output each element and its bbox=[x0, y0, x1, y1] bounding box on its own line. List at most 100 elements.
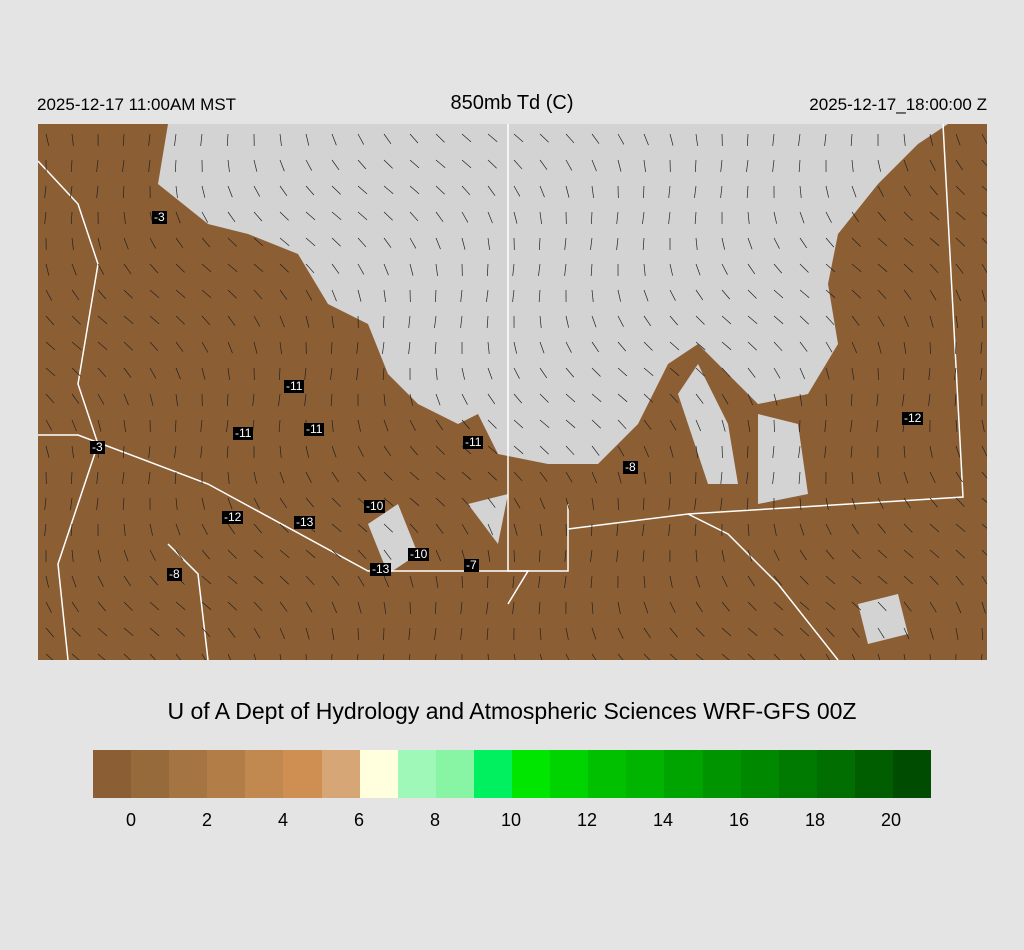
wind-barb bbox=[747, 419, 751, 432]
wind-barb bbox=[617, 419, 627, 430]
wind-barb bbox=[148, 445, 151, 458]
wind-barb bbox=[773, 289, 784, 299]
wind-barb bbox=[331, 159, 340, 170]
wind-barb bbox=[227, 549, 237, 559]
wind-barb bbox=[70, 211, 73, 224]
wind-barb bbox=[149, 601, 160, 611]
colorbar-bin-8 bbox=[397, 750, 436, 798]
wind-barb bbox=[617, 367, 628, 377]
wind-barb bbox=[227, 315, 236, 326]
wind-barb bbox=[642, 211, 645, 224]
wind-barb bbox=[512, 263, 515, 276]
wind-barb bbox=[513, 211, 518, 224]
wind-barb bbox=[149, 289, 160, 299]
wind-barb bbox=[383, 601, 387, 614]
wind-barb bbox=[45, 263, 50, 276]
wind-barb bbox=[175, 315, 185, 325]
wind-barb bbox=[721, 237, 725, 250]
wind-barb bbox=[669, 627, 678, 638]
wind-barb bbox=[305, 549, 316, 559]
wind-barb bbox=[616, 523, 619, 536]
wind-barb bbox=[643, 497, 645, 511]
colorbar-bin-13 bbox=[588, 750, 627, 798]
wind-barb bbox=[71, 445, 74, 458]
wind-barb bbox=[97, 341, 108, 351]
wind-barb bbox=[45, 627, 55, 638]
wind-barb bbox=[409, 601, 411, 615]
wind-barb bbox=[695, 367, 705, 377]
wind-barb bbox=[383, 263, 389, 276]
wind-barb bbox=[643, 289, 649, 302]
wind-barb bbox=[383, 627, 385, 641]
wind-barb bbox=[357, 263, 365, 275]
wind-barb bbox=[746, 159, 749, 172]
wind-barb bbox=[70, 471, 73, 485]
wind-barb bbox=[279, 497, 288, 509]
wind-barb bbox=[903, 367, 905, 381]
wind-barb bbox=[279, 211, 289, 221]
wind-barb bbox=[487, 575, 489, 589]
wind-barb bbox=[175, 185, 178, 198]
wind-barb bbox=[96, 497, 99, 510]
wind-barb bbox=[877, 159, 881, 172]
wind-barb bbox=[305, 497, 315, 508]
wind-barb bbox=[539, 523, 543, 536]
wind-barb bbox=[123, 367, 132, 378]
wind-barb bbox=[955, 445, 961, 458]
wind-barb bbox=[591, 445, 600, 456]
wind-barb bbox=[513, 341, 517, 354]
wind-barb bbox=[253, 185, 261, 197]
wind-barb bbox=[383, 393, 386, 406]
wind-barb bbox=[903, 523, 913, 533]
wind-barb bbox=[720, 159, 723, 172]
wind-barb bbox=[695, 419, 702, 432]
wind-barb bbox=[929, 627, 934, 640]
wind-barb bbox=[981, 315, 983, 329]
wind-barb bbox=[331, 549, 341, 559]
wind-barb bbox=[669, 289, 676, 301]
wind-barb bbox=[226, 445, 229, 458]
wind-barb bbox=[331, 133, 337, 146]
wind-barb bbox=[383, 211, 393, 221]
wind-barb bbox=[721, 367, 731, 378]
wind-barb bbox=[669, 315, 679, 326]
wind-barb bbox=[96, 159, 99, 172]
wind-barb bbox=[409, 159, 420, 169]
wind-barb bbox=[513, 523, 518, 536]
wind-barb bbox=[174, 419, 177, 433]
wind-barb bbox=[357, 627, 359, 641]
wind-barb bbox=[253, 471, 257, 484]
wind-barb bbox=[851, 367, 855, 380]
wind-barb bbox=[643, 367, 654, 377]
wind-barb bbox=[97, 367, 107, 378]
wind-barb bbox=[929, 185, 939, 196]
wind-barb bbox=[850, 133, 853, 146]
wind-barb bbox=[565, 159, 573, 171]
wind-barb bbox=[773, 549, 780, 561]
local-time: 2025-12-17 11:00AM MST bbox=[37, 95, 237, 114]
wind-barb bbox=[435, 575, 439, 588]
wind-barb bbox=[487, 445, 498, 455]
wind-barb bbox=[591, 341, 600, 353]
wind-barb bbox=[97, 419, 102, 432]
wind-barb bbox=[902, 393, 905, 406]
wind-barb bbox=[695, 263, 701, 276]
colorbar-tick: 4 bbox=[277, 810, 288, 830]
wind-barb bbox=[668, 211, 671, 224]
wind-barb bbox=[305, 601, 313, 613]
wind-barb bbox=[279, 471, 285, 484]
wind-barb bbox=[486, 263, 489, 277]
wind-barbs bbox=[44, 133, 992, 667]
wind-barb bbox=[851, 263, 862, 273]
colorbar-tick: 12 bbox=[576, 810, 598, 830]
wind-barb bbox=[772, 445, 775, 458]
wind-barb bbox=[669, 133, 674, 146]
wind-barb bbox=[330, 341, 333, 355]
wind-barb bbox=[175, 263, 185, 273]
wind-barb bbox=[799, 263, 809, 273]
wind-barb bbox=[461, 237, 466, 250]
wind-barb bbox=[279, 237, 290, 246]
wind-barb bbox=[44, 211, 47, 224]
wind-barb bbox=[929, 263, 939, 274]
wind-barb bbox=[720, 471, 723, 484]
